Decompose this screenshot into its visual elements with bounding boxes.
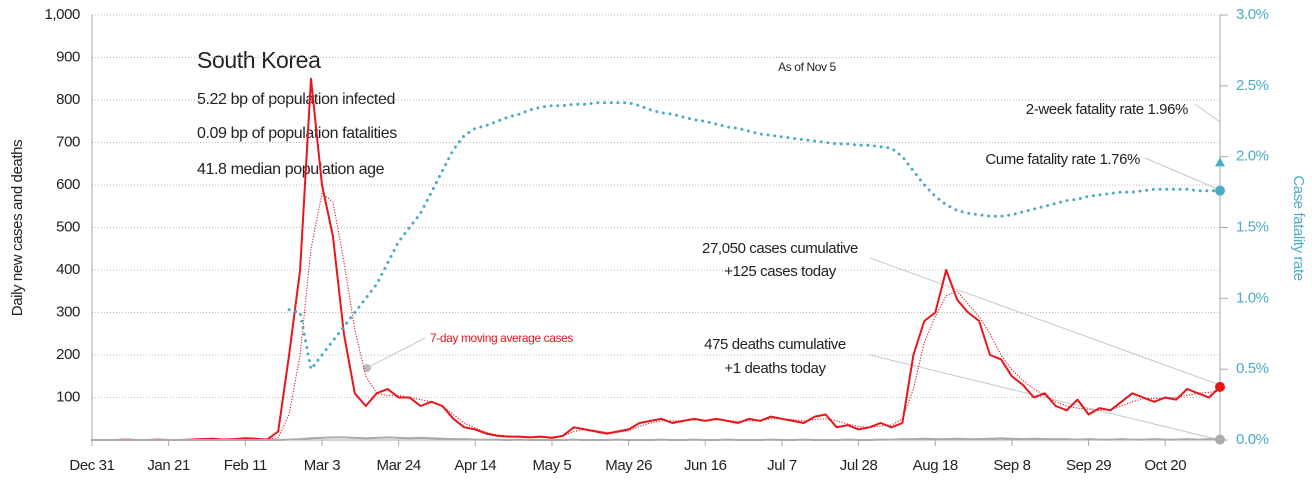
y-tick-label: 600 bbox=[56, 176, 80, 193]
y2-tick-label: 0.5% bbox=[1236, 360, 1269, 377]
x-tick-label: Dec 31 bbox=[69, 457, 114, 474]
x-tick-label: Mar 3 bbox=[304, 457, 340, 474]
y-tick-label: 900 bbox=[56, 48, 80, 65]
y-tick-label: 500 bbox=[56, 218, 80, 235]
series-line bbox=[91, 436, 1221, 441]
y-tick-label: 300 bbox=[56, 303, 80, 320]
x-tick-label: Sep 8 bbox=[993, 457, 1030, 474]
x-tick-label: Jan 21 bbox=[147, 457, 190, 474]
chart-title: South Korea bbox=[197, 47, 321, 73]
y2-tick-label: 2.5% bbox=[1236, 77, 1269, 94]
y-tick-label: 100 bbox=[56, 388, 80, 405]
x-tick-label: Aug 18 bbox=[913, 457, 958, 474]
leader bbox=[1144, 157, 1221, 191]
x-tick-label: May 26 bbox=[605, 457, 652, 474]
annotation: +125 cases today bbox=[724, 263, 837, 280]
y-tick-label: 1,000 bbox=[44, 6, 80, 23]
annotation: 7-day moving average cases bbox=[430, 331, 573, 345]
x-tick-label: Jul 28 bbox=[840, 457, 878, 474]
leader bbox=[869, 354, 1221, 441]
as-of: As of Nov 5 bbox=[778, 60, 836, 74]
end-marker bbox=[1215, 185, 1225, 196]
x-tick-label: Jun 16 bbox=[684, 457, 727, 474]
y-tick-label: 800 bbox=[56, 91, 80, 108]
subtitle: 0.09 bp of population fatalities bbox=[197, 125, 397, 142]
leader bbox=[1194, 103, 1221, 160]
annotation: 475 deaths cumulative bbox=[704, 336, 846, 353]
annotation: Cume fatality rate 1.76% bbox=[985, 151, 1140, 168]
x-tick-label: Apr 14 bbox=[454, 457, 496, 474]
annotation: +1 deaths today bbox=[724, 360, 826, 377]
x-tick-label: Oct 20 bbox=[1144, 457, 1186, 474]
y2-tick-label: 3.0% bbox=[1236, 6, 1269, 23]
y2-axis-label: Case fatality rate bbox=[1290, 175, 1307, 280]
leader-dot bbox=[363, 364, 371, 372]
y-tick-label: 200 bbox=[56, 346, 80, 363]
x-tick-label: May 5 bbox=[533, 457, 572, 474]
y2-tick-label: 0.0% bbox=[1236, 431, 1269, 448]
y2-tick-label: 2.0% bbox=[1236, 148, 1269, 165]
fatality-marker bbox=[1215, 157, 1225, 167]
x-tick-label: Feb 11 bbox=[224, 457, 267, 474]
y2-tick-label: 1.5% bbox=[1236, 218, 1269, 235]
x-tick-label: Jul 7 bbox=[767, 457, 797, 474]
end-marker bbox=[1215, 381, 1225, 392]
x-tick-label: Sep 29 bbox=[1066, 457, 1111, 474]
leader bbox=[366, 337, 426, 369]
end-marker bbox=[1215, 434, 1225, 445]
leader bbox=[869, 257, 1221, 386]
y2-tick-label: 1.0% bbox=[1236, 289, 1269, 306]
series-line bbox=[287, 101, 1222, 371]
y-tick-label: 400 bbox=[56, 261, 80, 278]
y-axis-label: Daily new cases and deaths bbox=[9, 140, 26, 316]
annotation: 2-week fatality rate 1.96% bbox=[1026, 101, 1188, 118]
x-tick-label: Mar 24 bbox=[376, 457, 420, 474]
annotation: 27,050 cases cumulative bbox=[702, 240, 858, 257]
subtitle: 41.8 median population age bbox=[197, 161, 385, 178]
series-line bbox=[91, 192, 1221, 441]
series-line bbox=[91, 77, 1221, 441]
y-tick-label: 700 bbox=[56, 133, 80, 150]
